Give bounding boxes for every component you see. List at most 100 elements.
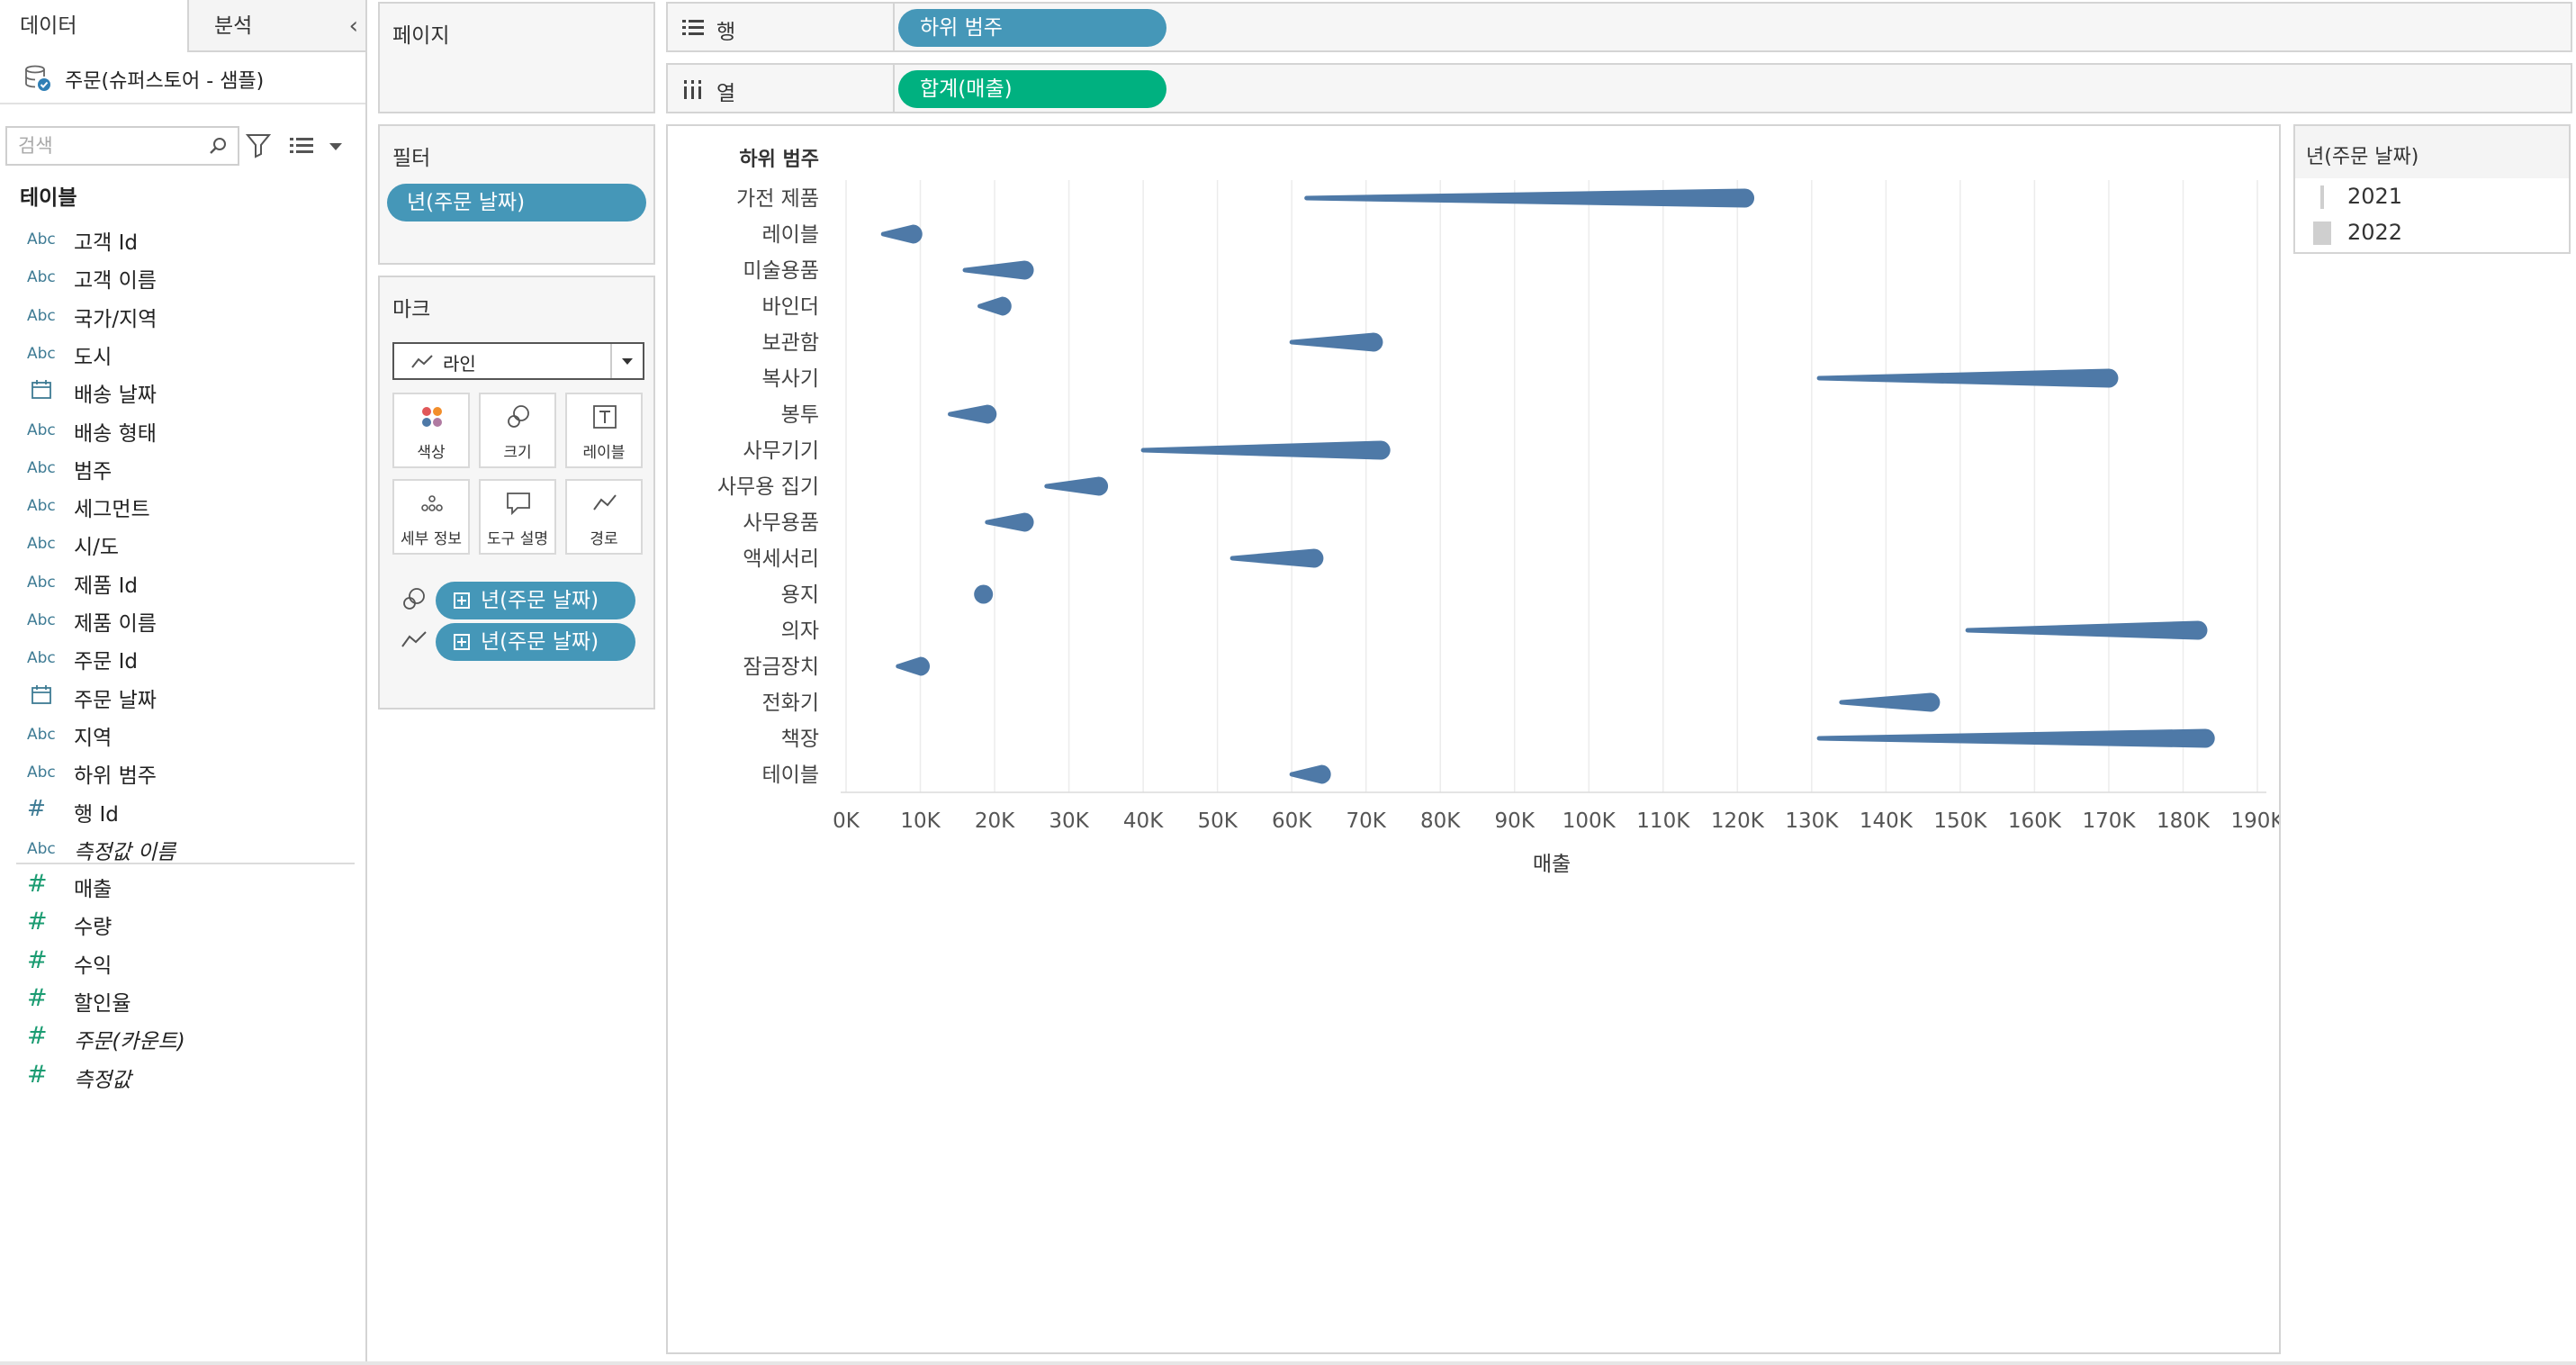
field-item[interactable]: Abc 주문 Id bbox=[0, 638, 355, 676]
tab-data[interactable]: 데이터 bbox=[0, 0, 189, 52]
sales-by-subcategory-chart[interactable]: 0K 10K 20K 30K 40K 50K 60K 70K 80K 90K 100K 110K 120… bbox=[668, 126, 2279, 1352]
field-item[interactable]: # 할인율 bbox=[0, 981, 355, 1018]
x-tick-label: 50K bbox=[1197, 809, 1238, 833]
x-tick-label: 60K bbox=[1272, 809, 1312, 833]
path-button[interactable]: 경로 bbox=[565, 479, 643, 555]
field-item[interactable]: Abc 세그먼트 bbox=[0, 486, 355, 524]
field-item[interactable]: Abc 배송 형태 bbox=[0, 411, 355, 448]
field-item[interactable]: Abc 지역 bbox=[0, 715, 355, 753]
chevron-down-icon[interactable] bbox=[610, 344, 643, 378]
mark-type-dropdown[interactable]: 라인 bbox=[392, 342, 644, 380]
field-item[interactable]: Abc 측정값 이름 bbox=[0, 829, 355, 867]
search-icon[interactable] bbox=[207, 135, 229, 157]
label-button[interactable]: 레이블 bbox=[565, 393, 643, 468]
size-label: 크기 bbox=[503, 444, 532, 462]
category-label: 용지 bbox=[781, 583, 819, 607]
series-line bbox=[1289, 764, 1331, 784]
path-pill-year-order-date[interactable]: 년(주문 날짜) bbox=[436, 623, 635, 661]
path-icon bbox=[593, 494, 617, 511]
x-axis-title: 매출 bbox=[1533, 853, 1571, 876]
x-tick-label: 80K bbox=[1420, 809, 1461, 833]
string-type-icon: Abc bbox=[27, 611, 56, 629]
tooltip-button[interactable]: 도구 설명 bbox=[479, 479, 556, 555]
chevron-down-icon[interactable] bbox=[326, 133, 346, 158]
category-label: 책장 bbox=[781, 728, 819, 751]
rows-shelf[interactable]: 행 하위 범주 bbox=[666, 2, 2572, 52]
field-label: 주문 날짜 bbox=[74, 688, 157, 712]
field-item[interactable]: # 수익 bbox=[0, 943, 355, 981]
measures-divider bbox=[16, 863, 355, 864]
x-tick-label: 120K bbox=[1711, 809, 1765, 833]
filter-icon[interactable] bbox=[245, 131, 272, 158]
field-item[interactable]: Abc 제품 Id bbox=[0, 563, 355, 601]
detail-button[interactable]: 세부 정보 bbox=[392, 479, 470, 555]
expand-icon[interactable] bbox=[454, 592, 470, 609]
pages-title: 페이지 bbox=[392, 24, 450, 48]
x-tick-label: 130K bbox=[1785, 809, 1839, 833]
text-label-icon bbox=[593, 405, 617, 429]
field-item[interactable]: Abc 국가/지역 bbox=[0, 296, 355, 334]
category-label: 테이블 bbox=[762, 764, 819, 787]
number-type-icon: # bbox=[27, 908, 48, 936]
number-type-icon: # bbox=[27, 945, 48, 974]
series-line bbox=[1839, 692, 1941, 712]
x-tick-label: 70K bbox=[1347, 809, 1387, 833]
size-pill-year-order-date[interactable]: 년(주문 날짜) bbox=[436, 582, 635, 619]
columns-shelf[interactable]: 열 합계(매출) bbox=[666, 63, 2572, 113]
category-label: 레이블 bbox=[762, 223, 819, 247]
field-label: 세그먼트 bbox=[74, 498, 150, 522]
filter-pill-year-order-date[interactable]: 년(주문 날짜) bbox=[387, 184, 646, 221]
datasource-row[interactable]: 주문(슈퍼스토어 - 샘플) bbox=[0, 52, 365, 104]
field-item[interactable]: # 주문(카운트) bbox=[0, 1018, 355, 1056]
size-legend[interactable]: 년(주문 날짜) 2021 2022 bbox=[2293, 124, 2571, 254]
field-item[interactable]: # 수량 bbox=[0, 904, 355, 942]
field-item[interactable]: Abc 하위 범주 bbox=[0, 753, 355, 791]
collapse-pane-icon[interactable]: ‹ bbox=[348, 13, 358, 40]
field-label: 제품 이름 bbox=[74, 612, 157, 636]
size-button[interactable]: 크기 bbox=[479, 393, 556, 468]
number-type-icon: # bbox=[27, 1022, 48, 1051]
series-line bbox=[1816, 728, 2215, 748]
field-item[interactable]: Abc 도시 bbox=[0, 334, 355, 372]
x-tick-label: 30K bbox=[1049, 809, 1089, 833]
search-box[interactable] bbox=[5, 126, 239, 166]
field-item[interactable]: 주문 날짜 bbox=[0, 677, 355, 715]
color-icon bbox=[422, 407, 442, 427]
field-item[interactable]: # 매출 bbox=[0, 866, 355, 904]
field-item[interactable]: # 행 Id bbox=[0, 791, 355, 829]
chart-view[interactable]: 0K 10K 20K 30K 40K 50K 60K 70K 80K 90K 100K 110K 120… bbox=[666, 124, 2281, 1354]
rows-pill-subcategory[interactable]: 하위 범주 bbox=[898, 9, 1166, 47]
data-pane: 데이터 분석 ‹ 주문(슈퍼스토어 - 샘플) 테이블 Abc 고객 Id Abc 고… bbox=[0, 0, 367, 1365]
calendar-icon bbox=[32, 380, 51, 400]
category-label: 사무용품 bbox=[743, 511, 819, 535]
field-item[interactable]: 배송 날짜 bbox=[0, 372, 355, 410]
filters-card[interactable]: 필터 년(주문 날짜) bbox=[378, 124, 655, 265]
field-label: 주문(카운트) bbox=[74, 1030, 185, 1054]
series-line bbox=[1816, 368, 2119, 388]
marks-title: 마크 bbox=[392, 298, 431, 321]
field-item[interactable]: Abc 범주 bbox=[0, 448, 355, 486]
category-label: 잠금장치 bbox=[743, 655, 819, 679]
field-item[interactable]: Abc 제품 이름 bbox=[0, 601, 355, 638]
columns-shelf-label: 열 bbox=[716, 82, 736, 105]
columns-pill-sum-sales[interactable]: 합계(매출) bbox=[898, 70, 1166, 108]
tab-analysis[interactable]: 분석 ‹ bbox=[189, 0, 365, 52]
pages-card[interactable]: 페이지 bbox=[378, 2, 655, 113]
legend-header: 년(주문 날짜) bbox=[2295, 126, 2569, 178]
expand-icon[interactable] bbox=[454, 634, 470, 650]
field-item[interactable]: Abc 고객 Id bbox=[0, 220, 355, 258]
color-button[interactable]: 색상 bbox=[392, 393, 470, 468]
category-label: 액세서리 bbox=[743, 547, 819, 571]
color-label: 색상 bbox=[417, 444, 446, 462]
category-label: 보관함 bbox=[762, 331, 819, 355]
field-item[interactable]: # 측정값 bbox=[0, 1057, 355, 1095]
search-input[interactable] bbox=[7, 128, 200, 164]
field-label: 시/도 bbox=[74, 536, 120, 560]
field-item[interactable]: Abc 시/도 bbox=[0, 524, 355, 562]
detail-label: 세부 정보 bbox=[401, 530, 462, 548]
row-header-label: 하위 범주 bbox=[739, 149, 819, 171]
series-line bbox=[1229, 548, 1324, 568]
field-item[interactable]: Abc 고객 이름 bbox=[0, 258, 355, 295]
category-label: 전화기 bbox=[762, 692, 819, 715]
list-view-icon[interactable] bbox=[288, 133, 315, 158]
